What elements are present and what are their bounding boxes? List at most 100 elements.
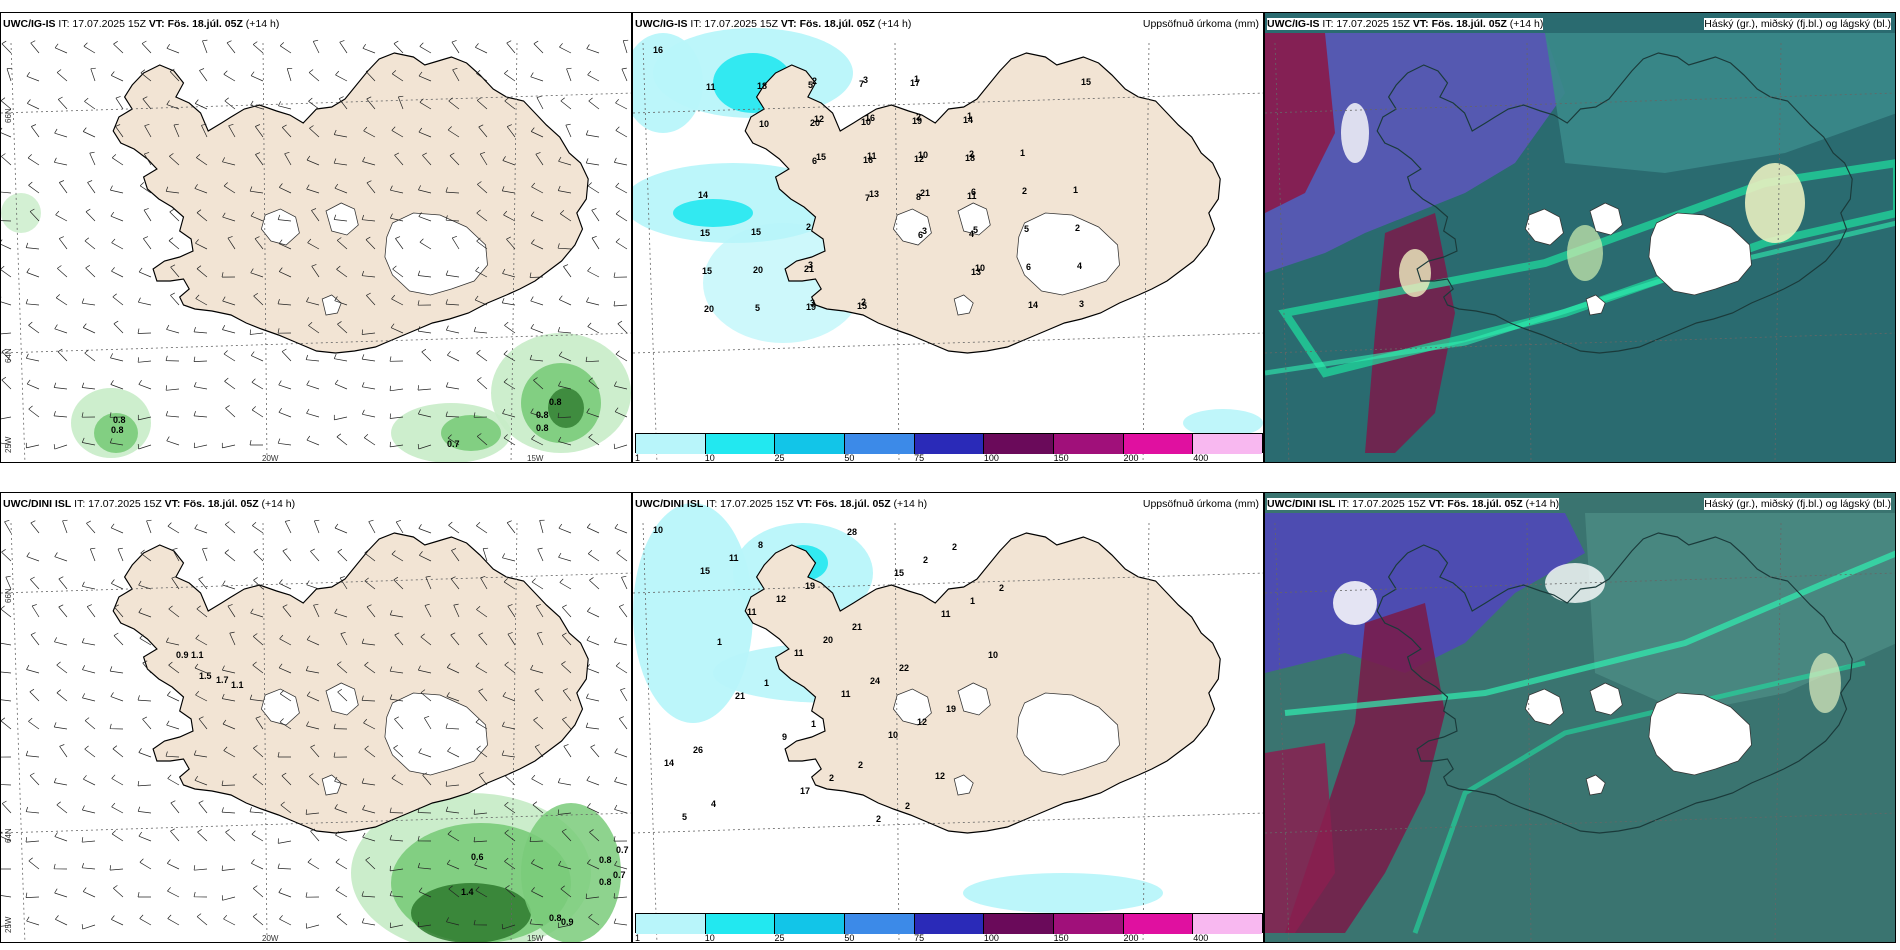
wind-barb [476, 97, 488, 110]
value-label: 10 [653, 525, 663, 535]
wind-barb [340, 631, 348, 646]
wind-barb [588, 433, 600, 446]
wind-barb [140, 69, 152, 82]
wind-barb [137, 780, 152, 787]
colorbar-swatch [1053, 914, 1123, 934]
colorbar-swatch [704, 914, 775, 934]
wind-barb [585, 693, 600, 702]
wind-barb [81, 412, 96, 418]
latitude-line [633, 332, 1263, 354]
wind-barb [53, 410, 68, 418]
colorbar-swatch [913, 434, 984, 454]
value-label: 2 [812, 76, 817, 86]
wind-barb [534, 744, 544, 758]
wind-barb [482, 547, 489, 562]
wind-barb [142, 96, 152, 110]
wind-barb [1, 220, 12, 222]
wind-barb [109, 723, 124, 730]
wind-barb [1, 671, 12, 674]
colorbar-tick-label: 150 [1053, 453, 1069, 463]
wind-barb [506, 236, 516, 250]
wind-barb [478, 632, 488, 646]
wind-barb [366, 292, 376, 306]
longitude-line [1774, 522, 1782, 942]
grid-label: 66N [4, 108, 13, 123]
high-cloud [1365, 213, 1455, 453]
wind-barb [613, 301, 628, 307]
wind-barb [111, 154, 124, 166]
wind-barb [558, 156, 572, 166]
wind-barb [115, 124, 124, 138]
cloud-bright [1399, 249, 1431, 297]
value-label: 8 [758, 540, 763, 550]
wind-barb [223, 914, 236, 926]
wind-barb [451, 548, 460, 562]
wind-barb [193, 381, 208, 390]
wind-barb [585, 356, 600, 363]
wind-barb [193, 326, 208, 334]
wind-barb [25, 892, 40, 898]
wind-barb [561, 828, 572, 842]
wind-barb [250, 268, 264, 278]
value-label: 20 [704, 304, 714, 314]
value-label: 13 [869, 189, 879, 199]
wind-barb [282, 548, 292, 562]
wind-barb [502, 692, 516, 702]
longitude-line [1274, 42, 1290, 462]
wind-barb [198, 800, 208, 814]
wind-barb [139, 858, 152, 870]
wind-barb [109, 666, 124, 674]
latitude-line [633, 572, 1263, 594]
wind-barb [278, 380, 292, 390]
wind-barb [115, 96, 124, 110]
wind-barb [334, 804, 348, 814]
value-label: 2 [969, 149, 974, 159]
wind-barb [585, 893, 600, 899]
wind-barb [503, 378, 516, 390]
value-label: 0.8 [599, 877, 612, 887]
wind-barb [447, 351, 460, 362]
wind-barb [530, 296, 544, 306]
wind-barb [333, 214, 348, 222]
wind-barb [170, 828, 180, 842]
wind-barb [395, 236, 404, 250]
value-label: 1.1 [191, 650, 204, 660]
wind-barb [473, 836, 488, 843]
wind-barb [31, 124, 40, 138]
wind-barb [591, 208, 600, 222]
wind-barb [1, 348, 12, 362]
wind-barb [361, 354, 376, 362]
glacier [953, 294, 974, 316]
coastline [1376, 532, 1853, 834]
wind-barb [418, 212, 432, 222]
wind-barb [168, 237, 180, 250]
wind-barb [28, 857, 40, 870]
glacier [1524, 688, 1564, 726]
wind-barb [448, 885, 460, 898]
colorbar-tick-label: 200 [1123, 933, 1139, 943]
colorbar-swatch [983, 914, 1054, 934]
cloud-edge [1284, 550, 1895, 716]
wind-barb [531, 859, 544, 870]
wind-barb [333, 129, 348, 138]
wind-barb [501, 750, 516, 758]
glacier [957, 682, 991, 716]
wind-barb [389, 185, 404, 194]
latitude-line [1, 572, 631, 594]
wind-barb [144, 152, 152, 166]
wind-barb [539, 519, 545, 534]
wind-barb [1, 756, 12, 758]
wind-barb [311, 208, 320, 222]
wind-barb [503, 350, 516, 362]
wind-barb [561, 661, 572, 674]
wind-barb [225, 405, 236, 418]
value-label: 5 [682, 812, 687, 822]
wind-barb [530, 324, 544, 334]
wind-barb [306, 297, 320, 306]
wind-barb [561, 632, 572, 646]
map-precip-dini: 1015111111101251112202412144819212219261… [633, 503, 1263, 942]
wind-barb [557, 809, 572, 815]
wind-barb [308, 97, 320, 110]
iceland-landmass [1376, 52, 1853, 354]
